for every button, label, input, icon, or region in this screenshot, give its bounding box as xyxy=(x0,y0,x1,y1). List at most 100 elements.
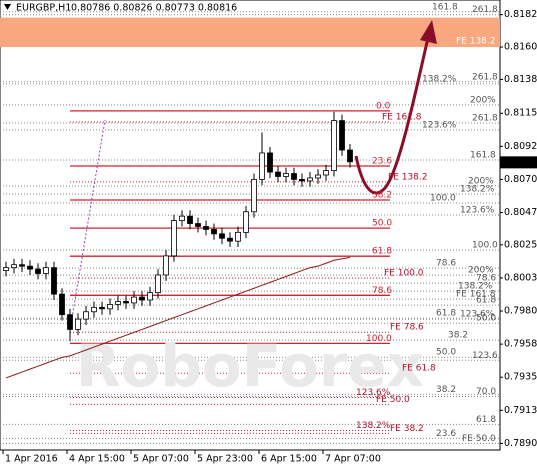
candle-body xyxy=(147,292,153,301)
level-label: 261.8 xyxy=(472,72,498,82)
level-label: 100.0 xyxy=(472,241,498,251)
y-tick-label: 0.80255 xyxy=(504,239,537,250)
level-label: FE 100.0 xyxy=(384,269,424,279)
symbol-icon xyxy=(4,4,11,10)
candle-body xyxy=(43,267,49,274)
candle-body xyxy=(107,304,113,310)
candle-body xyxy=(251,179,257,213)
candle-body xyxy=(307,177,313,182)
candle-body xyxy=(163,255,169,276)
candle-body xyxy=(11,264,17,269)
candle-body xyxy=(99,306,105,310)
level-label: 38.2 xyxy=(448,331,468,341)
watermark: RoboForex xyxy=(76,332,424,400)
candle-body xyxy=(291,173,297,180)
candle-body xyxy=(171,220,177,257)
forecast-arrow xyxy=(354,37,430,195)
candle-body xyxy=(35,268,41,274)
level-label: FE 38.2 xyxy=(390,424,424,434)
candle-body xyxy=(299,179,305,182)
candle-body xyxy=(339,120,345,151)
level-label: 161.8 xyxy=(470,151,496,161)
level-label: 123.6 xyxy=(472,351,498,361)
level-label: 23.6 xyxy=(436,429,456,439)
candle-body xyxy=(283,173,289,177)
background-layer xyxy=(0,11,500,444)
candle-body xyxy=(139,296,145,301)
candle-body xyxy=(267,152,273,173)
level-label: 138.2% xyxy=(458,282,493,292)
candle-body xyxy=(3,267,9,271)
level-label: 100.0 xyxy=(430,193,456,203)
x-tick-label: 1 Apr 2016 xyxy=(5,454,58,465)
candle-body xyxy=(59,293,65,316)
candle-body xyxy=(187,215,193,224)
level-label: 78.6 xyxy=(476,274,496,284)
zone-label: FE 138.2 xyxy=(456,37,496,47)
level-label: FE 50.0 xyxy=(462,434,496,444)
level-label: 61.8 xyxy=(436,309,456,319)
candle-body xyxy=(83,311,89,320)
level-label: 138.2% xyxy=(460,184,495,194)
x-tick-label: 6 Apr 15:00 xyxy=(261,454,317,465)
x-tick-label: 7 Apr 07:00 xyxy=(325,454,381,465)
level-label: 50.0 xyxy=(372,219,392,229)
y-tick-label: 0.78905 xyxy=(504,438,537,449)
y-tick-label: 0.80475 xyxy=(504,207,537,218)
last-price-label: 0.80816 xyxy=(503,157,537,168)
candle-body xyxy=(115,301,121,305)
candle-body xyxy=(347,149,353,163)
level-label: FE 78.6 xyxy=(390,323,424,333)
plot-frame xyxy=(0,0,501,451)
level-label: FE 50.0 xyxy=(376,395,410,405)
level-label: 100.0 xyxy=(366,334,392,344)
level-label: 200% xyxy=(470,95,496,105)
level-label: FE 61.8 xyxy=(402,364,436,374)
x-tick-label: 4 Apr 15:00 xyxy=(69,454,125,465)
level-label: FE 161.8 xyxy=(456,290,496,300)
candle-body xyxy=(227,237,233,242)
candle-body xyxy=(331,120,337,171)
y-tick-label: 0.80925 xyxy=(504,141,537,152)
level-label: 200% xyxy=(468,266,494,276)
candle-body xyxy=(259,152,265,180)
x-tick-label: 5 Apr 23:00 xyxy=(197,454,253,465)
level-label: 78.6 xyxy=(436,259,456,269)
candle-body xyxy=(51,267,57,295)
y-tick-label: 0.79355 xyxy=(504,372,537,383)
candle-body xyxy=(155,274,161,294)
level-label: 61.8 xyxy=(372,247,392,257)
zone xyxy=(0,17,500,48)
level-label: 138.2% xyxy=(422,74,457,84)
candle-body xyxy=(211,229,217,235)
level-label: 0.0 xyxy=(376,101,391,111)
symbol: EURGBP,H1 xyxy=(16,3,71,14)
last-price-box xyxy=(500,156,537,169)
x-tick-label: 5 Apr 07:00 xyxy=(133,454,189,465)
trend-line xyxy=(69,119,106,331)
candle-body xyxy=(275,171,281,177)
level-label: 38.2 xyxy=(436,385,456,395)
candle-body xyxy=(67,314,73,330)
level-label: 123.6% xyxy=(356,388,391,398)
candle-body xyxy=(243,211,249,233)
moving-average xyxy=(5,256,351,379)
candle-body xyxy=(123,301,129,304)
level-label: 50.0 xyxy=(476,314,496,324)
level-label: 123.6% xyxy=(422,120,457,130)
level-label: 70.0 xyxy=(476,387,496,397)
level-label: 123.6% xyxy=(460,206,495,216)
level-label: 61.8 xyxy=(476,415,496,425)
level-label: 261.8 xyxy=(472,5,498,15)
level-label: FE 161.8 xyxy=(382,113,422,123)
level-label: 23.6 xyxy=(372,157,392,167)
